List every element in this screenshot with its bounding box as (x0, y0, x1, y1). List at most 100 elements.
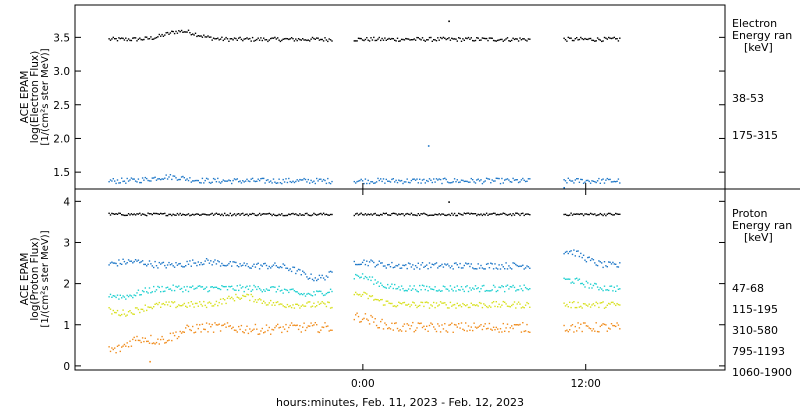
data-point (295, 324, 297, 327)
data-point (367, 39, 369, 41)
data-point (263, 300, 265, 302)
data-point (426, 213, 428, 216)
data-point (307, 39, 309, 41)
data-point (407, 324, 410, 326)
data-point (172, 302, 174, 304)
data-point (603, 307, 606, 309)
data-point (417, 305, 419, 307)
data-point (599, 182, 601, 184)
data-point (306, 293, 308, 295)
data-point (283, 181, 286, 183)
data-point (389, 328, 392, 330)
data-point (118, 182, 120, 184)
data-point (448, 182, 450, 184)
data-point (129, 340, 131, 342)
data-point (612, 290, 614, 292)
data-point (563, 324, 565, 327)
data-point (378, 179, 380, 182)
legend-entry: 38-53 (732, 92, 764, 105)
data-point (602, 323, 604, 325)
data-point (194, 331, 197, 333)
data-point (158, 178, 160, 180)
data-point (172, 213, 174, 215)
data-point (446, 181, 449, 183)
data-point (606, 266, 608, 268)
data-point (569, 250, 571, 253)
data-point (250, 40, 252, 42)
data-point (488, 178, 491, 180)
data-point (513, 324, 516, 326)
data-point (595, 181, 597, 184)
data-point (320, 212, 322, 215)
data-point (229, 286, 231, 288)
data-point (434, 213, 436, 215)
data-point (459, 289, 461, 291)
data-point (511, 286, 513, 288)
data-point (190, 286, 192, 289)
data-point (438, 304, 440, 306)
data-point (267, 213, 269, 215)
data-point (146, 36, 148, 38)
data-point (155, 289, 158, 291)
data-point (519, 285, 521, 287)
data-point (363, 317, 365, 320)
legend-entry: 795-1193 (732, 345, 785, 358)
data-point (567, 278, 569, 280)
data-point (456, 302, 458, 305)
data-point (374, 298, 376, 301)
data-point (428, 286, 431, 288)
data-point (420, 301, 422, 303)
data-point (254, 299, 257, 301)
data-point (203, 263, 205, 265)
data-point (218, 323, 220, 325)
data-point (605, 289, 607, 291)
data-point (153, 266, 155, 269)
data-point (509, 213, 511, 215)
data-point (420, 289, 422, 291)
data-point (361, 39, 364, 41)
data-point (226, 289, 229, 291)
data-point (353, 40, 355, 42)
data-point (293, 266, 296, 269)
data-point (324, 213, 326, 216)
data-point (235, 178, 237, 181)
data-point (147, 340, 149, 342)
data-point (225, 265, 227, 267)
data-point (244, 329, 247, 331)
data-point (211, 212, 213, 215)
data-point (524, 286, 527, 289)
data-point (396, 214, 399, 216)
data-point (208, 262, 211, 264)
data-point (329, 39, 332, 41)
data-point (306, 326, 308, 329)
data-point (364, 263, 367, 266)
data-point (388, 180, 390, 182)
data-point (240, 265, 243, 267)
data-point (164, 212, 166, 215)
data-point (172, 265, 174, 267)
data-point (361, 293, 364, 296)
data-point (513, 38, 516, 41)
data-point (598, 177, 600, 180)
data-point (484, 268, 486, 270)
data-point (233, 261, 236, 263)
data-point (463, 39, 465, 41)
data-point (564, 251, 567, 253)
data-point (205, 177, 208, 180)
y-axis-title-line: [1/(cm²s ster MeV)] (40, 48, 51, 145)
data-point (377, 299, 379, 301)
data-point (391, 283, 393, 285)
data-point (200, 331, 202, 333)
data-point (171, 30, 173, 32)
data-point (256, 180, 258, 182)
data-point (268, 39, 270, 41)
data-point (196, 179, 198, 182)
data-point (400, 38, 403, 41)
data-point (180, 265, 183, 267)
data-point (617, 178, 620, 180)
data-point (253, 263, 255, 265)
data-point (307, 178, 309, 181)
data-point (331, 40, 333, 42)
data-point (470, 212, 472, 215)
data-point (469, 329, 471, 331)
